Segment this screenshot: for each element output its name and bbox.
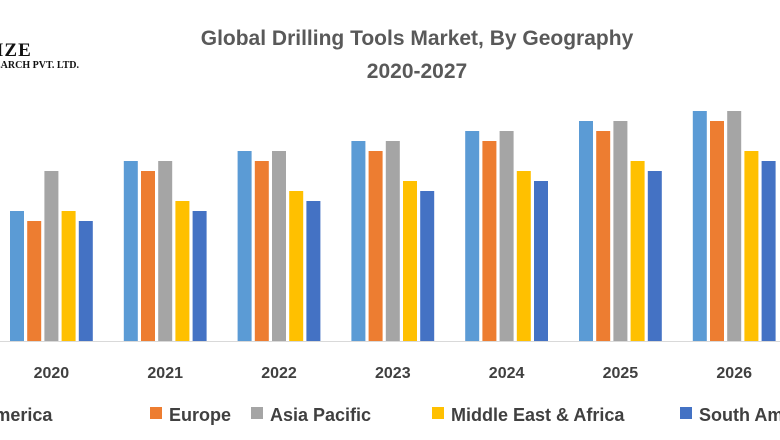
x-tick-label: 2020 bbox=[34, 365, 70, 382]
legend-label: Europe bbox=[169, 405, 231, 425]
x-tick-label: 2025 bbox=[603, 365, 639, 382]
bar-north-america-2021 bbox=[123, 161, 138, 341]
bar-north-america-2020 bbox=[10, 211, 24, 341]
bar-middle-east-africa-2020 bbox=[61, 211, 76, 341]
bar-europe-2025 bbox=[596, 131, 611, 341]
bar-europe-2020 bbox=[27, 221, 42, 341]
x-tick-label: 2021 bbox=[147, 365, 183, 382]
bar-asia-pacific-2023 bbox=[385, 141, 400, 341]
bar-north-america-2022 bbox=[237, 151, 252, 341]
bar-asia-pacific-2025 bbox=[613, 121, 628, 341]
bar-asia-pacific-2020 bbox=[44, 171, 59, 341]
bar-north-america-2025 bbox=[579, 121, 593, 341]
legend-label: Asia Pacific bbox=[270, 405, 371, 425]
chart-title: Global Drilling Tools Market, By Geograp… bbox=[200, 27, 634, 50]
x-tick-label: 2022 bbox=[261, 365, 297, 382]
legend-swatch bbox=[150, 407, 162, 419]
legend-label: South America bbox=[699, 405, 780, 425]
bar-middle-east-africa-2025 bbox=[630, 161, 645, 341]
bar-south-america-2024 bbox=[534, 181, 548, 341]
bar-north-america-2023 bbox=[351, 141, 366, 341]
legend-label: Middle East & Africa bbox=[451, 405, 625, 425]
bar-asia-pacific-2024 bbox=[499, 131, 514, 341]
bar-middle-east-africa-2021 bbox=[175, 201, 190, 341]
bar-middle-east-africa-2023 bbox=[403, 181, 417, 341]
logo-subtext: EARCH PVT. LTD. bbox=[0, 60, 80, 71]
bar-europe-2021 bbox=[141, 171, 155, 341]
bar-asia-pacific-2026 bbox=[727, 111, 742, 341]
legend-swatch bbox=[432, 407, 444, 419]
legend-swatch bbox=[680, 407, 692, 419]
legend-label: North America bbox=[0, 405, 53, 425]
bar-middle-east-africa-2022 bbox=[289, 191, 304, 341]
bar-europe-2026 bbox=[710, 121, 724, 341]
bar-middle-east-africa-2026 bbox=[744, 151, 759, 341]
logo-text: IZE bbox=[0, 40, 32, 61]
bar-south-america-2026 bbox=[761, 161, 776, 341]
chart-subtitle: 2020-2027 bbox=[366, 60, 468, 83]
bar-south-america-2020 bbox=[78, 221, 93, 341]
bar-asia-pacific-2021 bbox=[158, 161, 173, 341]
bar-south-america-2025 bbox=[647, 171, 662, 341]
bar-europe-2024 bbox=[482, 141, 497, 341]
bar-south-america-2021 bbox=[192, 211, 207, 341]
bar-asia-pacific-2022 bbox=[272, 151, 286, 341]
bar-south-america-2023 bbox=[420, 191, 435, 341]
bar-north-america-2024 bbox=[465, 131, 480, 341]
x-tick-label: 2023 bbox=[375, 365, 411, 382]
bar-europe-2023 bbox=[368, 151, 383, 341]
legend-swatch bbox=[251, 407, 263, 419]
bar-middle-east-africa-2024 bbox=[516, 171, 531, 341]
x-tick-label: 2024 bbox=[489, 365, 525, 382]
bar-europe-2022 bbox=[254, 161, 269, 341]
x-tick-label: 2026 bbox=[716, 365, 752, 382]
bar-north-america-2026 bbox=[692, 111, 707, 341]
bar-south-america-2022 bbox=[306, 201, 321, 341]
